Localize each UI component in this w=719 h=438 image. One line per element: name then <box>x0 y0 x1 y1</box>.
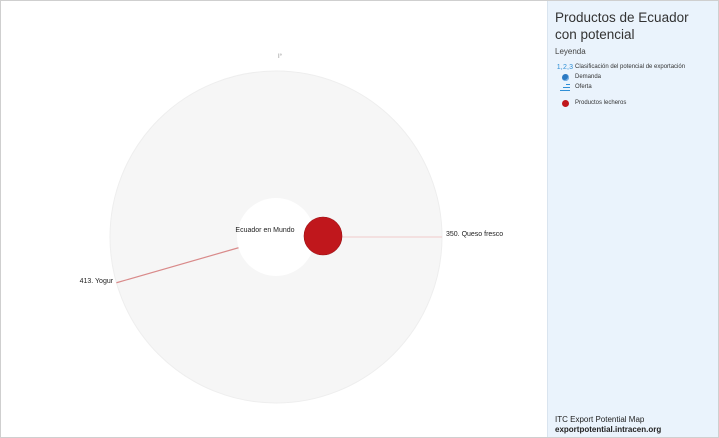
center-label: Ecuador en Mundo <box>235 227 295 234</box>
dairy-dot-icon <box>561 99 569 107</box>
legend-heading: Leyenda <box>555 47 586 56</box>
radial-chart-area: I° Ecuador en Mundo 350. Queso fresco 413… <box>1 1 547 437</box>
product-spoke-413 <box>116 247 239 284</box>
sidebar-title: Productos de Ecuador con potencial <box>555 10 689 42</box>
supply-bars-icon <box>560 83 570 91</box>
legend-label-dairy: Productos lecheros <box>575 100 627 106</box>
legend-label-supply: Oferta <box>575 84 592 90</box>
legend-sidebar: Productos de Ecuador con potencial Leyen… <box>547 1 718 437</box>
compass-label: I° <box>278 54 283 60</box>
footer: ITC Export Potential Map exportpotential… <box>555 415 661 435</box>
globe-icon <box>561 73 569 81</box>
footer-source: ITC Export Potential Map <box>555 415 645 424</box>
product-bubble-350[interactable] <box>303 216 343 256</box>
legend-label-demand: Demanda <box>575 74 602 80</box>
product-label-350[interactable]: 350. Queso fresco <box>446 231 504 238</box>
legend-item-demand: Demanda <box>555 72 712 82</box>
footer-url[interactable]: exportpotential.intracen.org <box>555 425 662 434</box>
legend-item-ranking: 1,2,3 Clasificación del potencial de exp… <box>555 62 712 72</box>
radial-chart <box>109 70 443 404</box>
center-disc <box>237 198 315 276</box>
legend-item-dairy[interactable]: Productos lecheros <box>555 98 712 108</box>
product-label-413[interactable]: 413. Yogur <box>79 277 114 285</box>
legend-label-ranking: Clasificación del potencial de exportaci… <box>575 64 686 70</box>
ranking-icon: 1,2,3 <box>556 63 574 71</box>
legend-item-supply: Oferta <box>555 82 712 92</box>
